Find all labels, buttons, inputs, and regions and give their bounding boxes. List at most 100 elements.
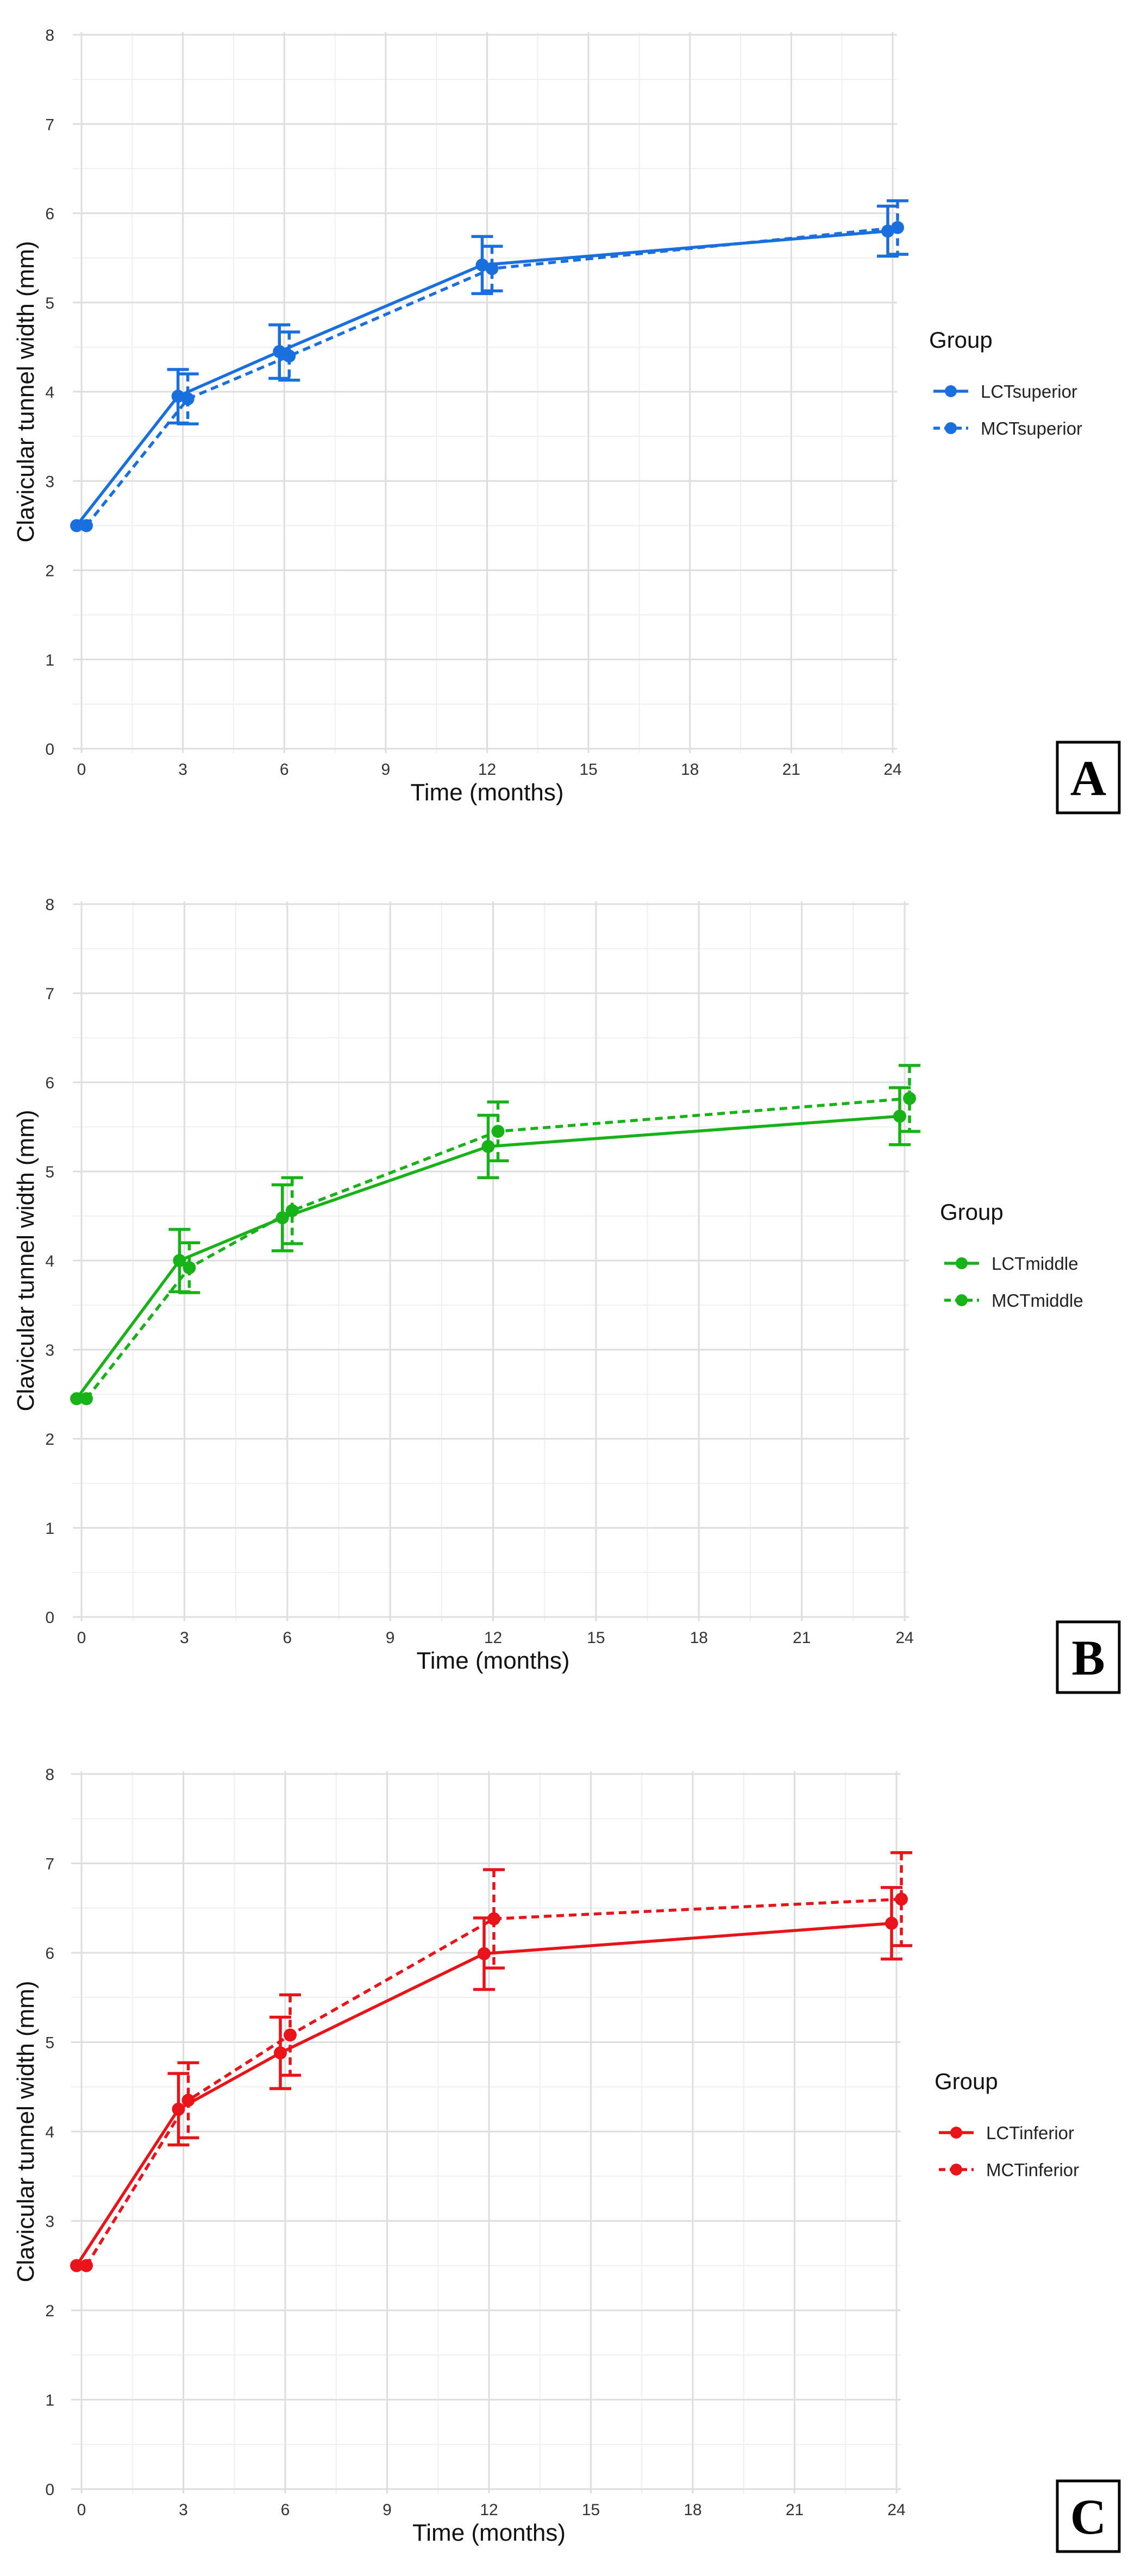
data-point	[181, 392, 195, 406]
x-axis-title: Time (months)	[411, 779, 564, 806]
data-point	[485, 262, 499, 275]
y-tick-label: 2	[45, 562, 54, 580]
x-tick-label: 6	[283, 1629, 292, 1647]
y-tick-label: 6	[45, 205, 54, 223]
panel-label-box: C	[1056, 2479, 1121, 2553]
data-point	[80, 2259, 93, 2272]
data-point	[70, 519, 83, 532]
y-tick-label: 0	[45, 2481, 54, 2499]
legend-key-marker	[945, 385, 957, 397]
y-tick-label: 0	[45, 741, 54, 759]
x-tick-label: 0	[77, 2501, 86, 2519]
data-point	[903, 1092, 916, 1105]
data-point	[284, 2028, 297, 2042]
error-bar	[178, 1241, 200, 1294]
y-tick-label: 2	[45, 1431, 54, 1449]
x-tick-label: 21	[786, 2501, 804, 2519]
legend-item: MCTinferior	[939, 2160, 1079, 2180]
legend-label: MCTmiddle	[992, 1290, 1083, 1311]
y-tick-label: 1	[45, 2392, 54, 2410]
x-tick-label: 21	[782, 761, 800, 779]
x-tick-label: 24	[887, 2501, 905, 2519]
y-tick-label: 7	[45, 985, 54, 1003]
data-point	[274, 2046, 287, 2060]
data-point	[273, 345, 286, 359]
legend-key-marker	[950, 2164, 962, 2176]
error-bar	[481, 245, 503, 293]
series-MCTsuperior	[80, 199, 908, 532]
series-LCTinferior	[70, 1886, 902, 2272]
error-bar	[281, 1176, 303, 1245]
error-bar	[278, 330, 300, 382]
legend-label: LCTmiddle	[992, 1253, 1078, 1274]
data-point	[283, 349, 296, 363]
error-bar	[177, 372, 199, 425]
panel-label-box: A	[1056, 741, 1121, 814]
x-tick-label: 0	[77, 1629, 86, 1647]
data-point	[80, 519, 93, 532]
y-tick-label: 3	[45, 473, 54, 491]
x-tick-label: 18	[681, 761, 699, 779]
y-tick-label: 6	[45, 1945, 54, 1963]
x-tick-label: 3	[178, 761, 187, 779]
data-point	[181, 2094, 195, 2107]
legend-label: LCTsuperior	[981, 381, 1077, 402]
x-tick-label: 15	[579, 761, 597, 779]
y-tick-label: 8	[45, 1766, 54, 1784]
x-tick-label: 15	[587, 1629, 605, 1647]
panel-label: C	[1070, 2489, 1106, 2544]
y-tick-label: 4	[45, 1252, 54, 1270]
legend-key-marker	[950, 2127, 962, 2139]
y-tick-label: 8	[45, 27, 54, 45]
data-point	[80, 1392, 93, 1406]
legend: Group LCTinferior MCTinferior	[935, 2069, 1079, 2180]
y-tick-label: 5	[45, 1163, 54, 1181]
data-point	[891, 221, 904, 234]
series-MCTmiddle	[80, 1064, 920, 1406]
y-tick-label: 5	[45, 2034, 54, 2052]
legend-item: LCTmiddle	[944, 1253, 1078, 1274]
data-point	[885, 1916, 898, 1930]
x-axis-title: Time (months)	[412, 2519, 566, 2546]
data-point	[491, 1125, 505, 1138]
y-tick-label: 2	[45, 2302, 54, 2320]
panel-label: B	[1071, 1630, 1105, 1685]
y-tick-label: 3	[45, 2213, 54, 2231]
legend-item: LCTsuperior	[933, 381, 1077, 402]
legend: Group LCTmiddle MCTmiddle	[940, 1199, 1083, 1311]
legend-title: Group	[929, 327, 993, 353]
gridlines	[73, 32, 897, 753]
legend-title: Group	[935, 2069, 998, 2094]
series-line	[85, 1096, 910, 1400]
legend-label: MCTsuperior	[981, 418, 1082, 438]
legend-title: Group	[940, 1199, 1004, 1225]
x-tick-label: 12	[478, 761, 496, 779]
x-tick-label: 24	[895, 1629, 913, 1647]
x-tick-label: 3	[179, 2501, 188, 2519]
data-point	[285, 1204, 299, 1218]
x-tick-label: 21	[793, 1629, 811, 1647]
panel-label-box: B	[1056, 1620, 1121, 1694]
data-point	[487, 1912, 500, 1926]
error-bar	[899, 1064, 920, 1133]
y-tick-label: 4	[45, 384, 54, 402]
x-tick-label: 18	[683, 2501, 701, 2519]
legend-label: MCTinferior	[986, 2160, 1079, 2180]
data-point	[70, 2259, 83, 2272]
x-tick-label: 3	[180, 1629, 189, 1647]
y-tick-label: 0	[45, 1609, 54, 1627]
y-tick-label: 3	[45, 1342, 54, 1359]
data-point	[481, 1140, 495, 1154]
panel-label: A	[1070, 750, 1106, 806]
y-tick-label: 6	[45, 1074, 54, 1092]
series-LCTsuperior	[70, 204, 899, 532]
data-point	[70, 1392, 83, 1406]
y-axis-title: Clavicular tunnel width (mm)	[12, 241, 39, 542]
x-tick-label: 9	[381, 761, 391, 779]
y-axis-title: Clavicular tunnel width (mm)	[12, 1110, 39, 1411]
x-tick-label: 9	[382, 2501, 392, 2519]
legend-key-marker	[956, 1257, 968, 1269]
